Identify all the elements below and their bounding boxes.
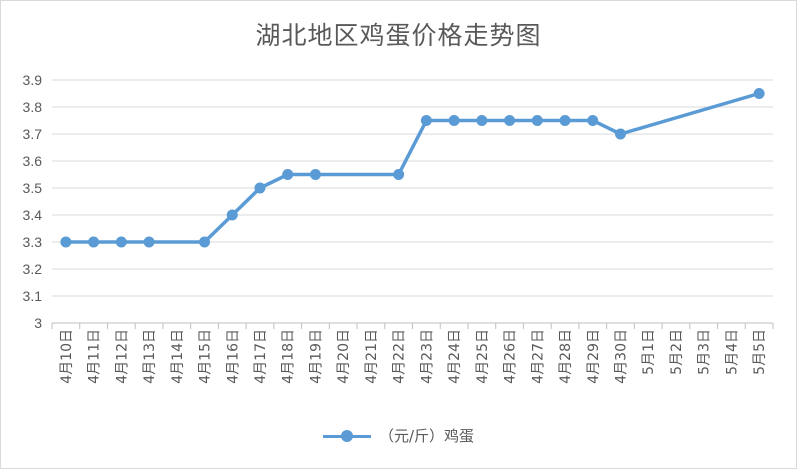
y-tick-label: 3.8 bbox=[23, 99, 43, 115]
x-tick-label: 4月27日 bbox=[530, 329, 546, 384]
y-tick-labels: 3 3.1 3.2 3.3 3.4 3.5 3.6 3.7 3.8 3.9 bbox=[23, 72, 43, 331]
x-tick-label: 5月1日 bbox=[641, 329, 657, 375]
data-point bbox=[115, 236, 127, 248]
series-lines bbox=[64, 91, 761, 244]
x-tick-label: 4月19日 bbox=[308, 329, 324, 384]
gridlines bbox=[52, 79, 773, 297]
axes bbox=[51, 322, 774, 329]
x-tick-label: 5月2日 bbox=[669, 329, 685, 375]
y-tick-label: 3.2 bbox=[23, 261, 43, 277]
x-tick-label: 4月24日 bbox=[447, 329, 463, 384]
x-tick-label: 4月21日 bbox=[364, 329, 380, 384]
x-tick-label: 4月12日 bbox=[114, 329, 130, 384]
x-tick-labels: 4月10日 4月11日 4月12日 4月13日 4月14日 4月15日 4月16日 4月17日… bbox=[59, 329, 768, 384]
x-tick-label: 4月16日 bbox=[225, 329, 241, 384]
data-point bbox=[531, 115, 543, 126]
x-tick-label: 4月14日 bbox=[170, 329, 186, 384]
x-tick-label: 4月13日 bbox=[142, 329, 158, 384]
data-point bbox=[614, 128, 626, 140]
y-tick-label: 3.4 bbox=[23, 207, 43, 223]
data-point bbox=[476, 115, 488, 126]
data-point bbox=[420, 115, 432, 126]
data-point bbox=[254, 182, 266, 194]
chart-title: 湖北地区鸡蛋价格走势图 bbox=[255, 21, 542, 50]
y-tick-label: 3.6 bbox=[23, 153, 43, 169]
x-tick-label: 4月26日 bbox=[503, 329, 519, 384]
y-tick-label: 3.9 bbox=[23, 72, 43, 88]
x-tick-label: 4月20日 bbox=[336, 329, 352, 384]
data-points bbox=[60, 88, 765, 248]
data-point bbox=[309, 169, 321, 180]
data-point bbox=[226, 209, 238, 221]
x-tick-label: 4月17日 bbox=[253, 329, 269, 384]
legend-line-marker-icon bbox=[322, 429, 371, 443]
data-point bbox=[60, 236, 72, 248]
y-tick-label: 3 bbox=[34, 315, 42, 331]
data-point bbox=[504, 115, 516, 126]
series-line bbox=[64, 91, 761, 244]
x-tick-label: 4月28日 bbox=[558, 329, 574, 384]
data-point bbox=[559, 115, 571, 126]
y-tick-label: 3.3 bbox=[23, 234, 43, 250]
data-point bbox=[393, 169, 405, 180]
legend: （元/斤）鸡蛋 bbox=[0, 425, 797, 446]
x-tick-label: 4月25日 bbox=[475, 329, 491, 384]
x-tick-label: 4月22日 bbox=[392, 329, 408, 384]
x-tick-label: 4月10日 bbox=[59, 329, 75, 384]
x-tick-label: 4月15日 bbox=[198, 329, 214, 384]
x-tick-label: 5月4日 bbox=[724, 329, 740, 375]
data-point bbox=[88, 236, 100, 248]
data-point bbox=[143, 236, 155, 248]
data-point bbox=[199, 236, 211, 248]
data-point bbox=[587, 115, 599, 126]
data-point bbox=[753, 88, 765, 99]
x-tick-label: 4月11日 bbox=[87, 329, 103, 384]
data-point bbox=[448, 115, 460, 126]
y-tick-label: 3.5 bbox=[23, 180, 43, 196]
legend-label: （元/斤）鸡蛋 bbox=[378, 427, 475, 445]
x-tick-label: 4月30日 bbox=[613, 329, 629, 384]
x-tick-label: 4月29日 bbox=[586, 329, 602, 384]
y-tick-label: 3.7 bbox=[23, 126, 43, 142]
x-tick-label: 4月23日 bbox=[419, 329, 435, 384]
data-point bbox=[282, 169, 294, 180]
x-tick-label: 5月5日 bbox=[752, 329, 768, 375]
x-tick-label: 4月18日 bbox=[281, 329, 297, 384]
x-tick-label: 5月3日 bbox=[697, 329, 713, 375]
y-tick-label: 3.1 bbox=[23, 288, 43, 304]
